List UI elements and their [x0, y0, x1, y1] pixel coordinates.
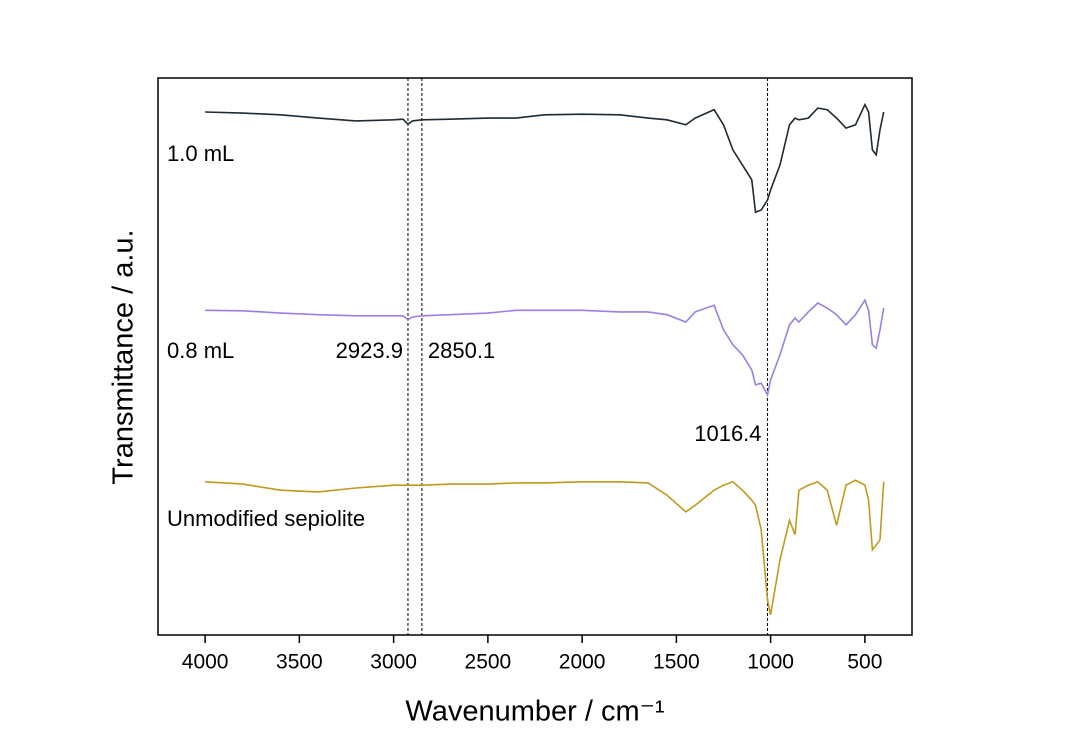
y-axis-title: Transmittance / a.u. — [108, 229, 140, 484]
x-tick-label: 4000 — [182, 651, 229, 674]
series-label: Unmodified sepiolite — [167, 506, 365, 531]
x-tick-label: 3500 — [276, 651, 323, 674]
x-tick-label: 1000 — [747, 651, 794, 674]
spectrum-line — [205, 479, 885, 616]
x-tick-label: 3000 — [370, 651, 417, 674]
spectrum-line — [205, 298, 885, 398]
series-label: 0.8 mL — [167, 338, 234, 363]
x-tick-label: 500 — [847, 651, 882, 674]
series-label: 1.0 mL — [167, 141, 234, 166]
peak-label: 2923.9 — [336, 338, 403, 363]
x-tick-label: 2000 — [559, 651, 606, 674]
plot-frame — [157, 77, 913, 636]
spectrum-line — [205, 102, 885, 214]
x-tick-label: 2500 — [465, 651, 512, 674]
peak-label: 2850.1 — [428, 338, 495, 363]
x-axis-title: Wavenumber / cm⁻¹ — [405, 696, 665, 728]
x-tick-label: 1500 — [653, 651, 700, 674]
peak-label: 1016.4 — [694, 421, 761, 446]
